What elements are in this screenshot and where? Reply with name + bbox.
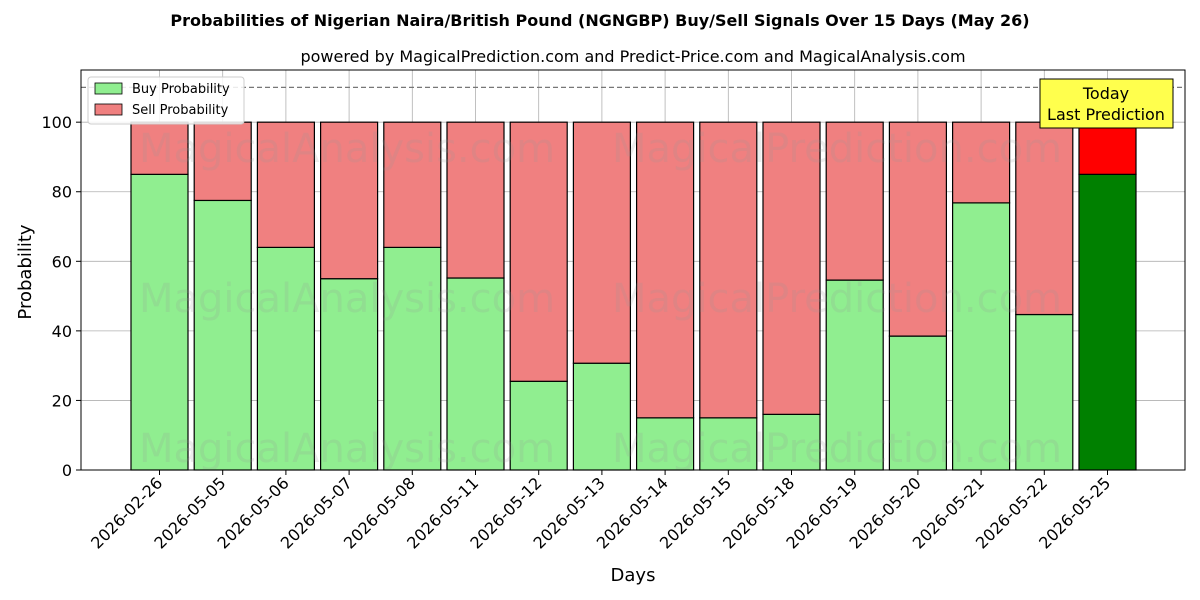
- bar-buy-2026-05-13: [572, 362, 632, 471]
- bar-sell-2026-05-08: [383, 121, 442, 248]
- annotation-line-2: Last Prediction: [1047, 105, 1165, 124]
- chart-title: Probabilities of Nigerian Naira/British …: [170, 11, 1029, 30]
- bar-sell-2026-05-13: [572, 121, 632, 364]
- watermark-text: MagicalPrediction.com: [612, 426, 1062, 472]
- bar-buy-2026-05-25: [1078, 173, 1137, 471]
- bar-buy-2026-05-20: [888, 335, 948, 471]
- legend-swatch-buy: [94, 82, 123, 95]
- plot-frame: [80, 69, 1186, 471]
- bar-sell-2026-05-07: [320, 121, 379, 280]
- bar-sell-2026-05-18: [762, 121, 821, 415]
- bar-buy-2026-05-14: [635, 417, 695, 471]
- y-tick-label: 40: [52, 322, 72, 341]
- bar-buy-2026-05-05: [193, 199, 252, 471]
- watermark-text: MagicalAnalysis.com: [139, 426, 555, 472]
- y-axis: 0 20 40 60 80 100: [41, 113, 81, 480]
- chart-subtitle: powered by MagicalPrediction.com and Pre…: [300, 47, 965, 66]
- watermark-text: MagicalPrediction.com: [612, 276, 1062, 322]
- legend-label-sell: Sell Probability: [132, 103, 229, 118]
- legend-frame: [87, 76, 245, 125]
- watermarks: MagicalAnalysis.com MagicalPrediction.com…: [139, 126, 1062, 472]
- bar-buy-2026-05-08: [383, 246, 442, 471]
- y-tick-label: 0: [62, 461, 72, 480]
- legend: Buy Probability Sell Probability: [87, 76, 245, 125]
- bar-buy-2026-05-11: [446, 277, 505, 471]
- y-tick-label: 20: [52, 391, 72, 410]
- bar-sell-2026-05-21: [951, 121, 1011, 204]
- today-annotation: Today Last Prediction: [1039, 78, 1174, 129]
- y-tick-label: 100: [41, 113, 72, 132]
- annotation-line-1: Today: [1082, 84, 1129, 103]
- bar-sell-2026-05-11: [446, 121, 505, 279]
- bar-sell-2026-05-22: [1015, 121, 1074, 316]
- x-axis-label: Days: [611, 565, 656, 586]
- bar-buy-2026-05-15: [699, 417, 758, 471]
- watermark-text: MagicalAnalysis.com: [139, 276, 555, 322]
- bar-sell-2026-05-15: [699, 121, 758, 419]
- bar-sell-2026-05-25: [1078, 121, 1137, 175]
- annotation-box: [1039, 78, 1174, 129]
- bar-sell-2026-05-19: [825, 121, 884, 281]
- bars: [130, 121, 1137, 471]
- bar-buy-2026-05-12: [509, 380, 568, 471]
- y-axis-label: Probability: [15, 224, 36, 319]
- bar-buy-2026-05-07: [320, 278, 379, 471]
- bar-sell-2026-05-12: [509, 121, 568, 382]
- y-tick-label: 80: [52, 183, 72, 202]
- watermark-text: MagicalPrediction.com: [612, 126, 1062, 172]
- legend-label-buy: Buy Probability: [132, 82, 230, 97]
- legend-swatch-sell: [94, 103, 123, 116]
- bar-buy-2026-05-06: [256, 246, 315, 471]
- bar-sell-2026-05-20: [888, 121, 948, 337]
- bar-sell-2026-05-14: [635, 121, 695, 419]
- x-axis: 2026-02-262026-05-052026-05-062026-05-07…: [87, 470, 1114, 553]
- y-tick-label: 60: [52, 252, 72, 271]
- bar-sell-2026-05-06: [256, 121, 315, 248]
- bar-buy-2026-05-19: [825, 279, 884, 471]
- watermark-text: MagicalAnalysis.com: [139, 126, 555, 172]
- bar-buy-2026-05-18: [762, 413, 821, 471]
